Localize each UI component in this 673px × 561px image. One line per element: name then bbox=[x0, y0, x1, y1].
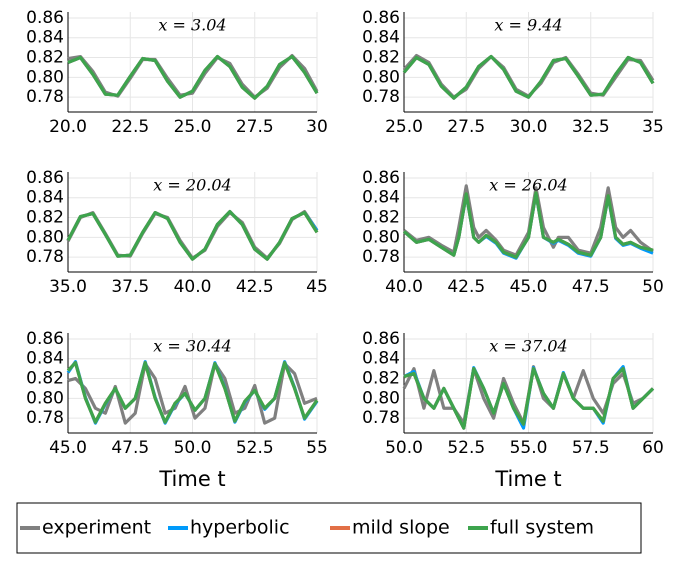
y-tick-label: 0.80 bbox=[26, 388, 64, 408]
series-line bbox=[66, 361, 319, 424]
y-tick-label: 0.84 bbox=[26, 28, 64, 48]
legend-label: experiment bbox=[42, 517, 151, 539]
y-tick-label: 0.80 bbox=[26, 67, 64, 87]
x-tick-label: 35 bbox=[642, 117, 664, 137]
x-tick-label: 35.0 bbox=[49, 277, 87, 297]
panel-title: x = 30.44 bbox=[153, 337, 231, 356]
y-tick-label: 0.80 bbox=[26, 227, 64, 247]
y-tick-label: 0.82 bbox=[362, 208, 400, 228]
x-tick-label: 57.5 bbox=[572, 438, 610, 458]
series-line bbox=[403, 367, 655, 430]
legend-box bbox=[16, 502, 642, 554]
x-tick-label: 55 bbox=[306, 438, 328, 458]
y-tick-label: 0.78 bbox=[26, 247, 64, 267]
y-tick-label: 0.86 bbox=[26, 8, 64, 28]
y-tick-label: 0.78 bbox=[362, 247, 400, 267]
x-tick-label: 32.5 bbox=[572, 117, 610, 137]
x-tick-label: 45 bbox=[306, 277, 328, 297]
x-tick-label: 55.0 bbox=[510, 438, 548, 458]
x-tick-label: 50.0 bbox=[174, 438, 212, 458]
x-tick-label: 45.0 bbox=[510, 277, 548, 297]
y-tick-label: 0.84 bbox=[26, 188, 64, 208]
x-tick-label: 42.5 bbox=[236, 277, 274, 297]
series-line bbox=[402, 54, 655, 100]
x-tick-label: 47.5 bbox=[111, 438, 149, 458]
x-tick-label: 25.0 bbox=[385, 117, 423, 137]
y-tick-label: 0.82 bbox=[26, 369, 64, 389]
y-tick-label: 0.86 bbox=[362, 329, 400, 349]
legend-label: mild slope bbox=[352, 517, 450, 539]
x-tick-label: 25.0 bbox=[174, 117, 212, 137]
y-tick-label: 0.86 bbox=[362, 168, 400, 188]
y-tick-label: 0.80 bbox=[362, 388, 400, 408]
y-tick-label: 0.84 bbox=[362, 28, 400, 48]
y-tick-label: 0.78 bbox=[26, 408, 64, 428]
y-tick-label: 0.86 bbox=[26, 329, 64, 349]
x-tick-label: 20.0 bbox=[49, 117, 87, 137]
y-tick-label: 0.80 bbox=[362, 227, 400, 247]
y-tick-label: 0.82 bbox=[26, 48, 64, 68]
x-tick-label: 52.5 bbox=[236, 438, 274, 458]
x-axis-label: Time t bbox=[494, 467, 561, 491]
x-tick-label: 50.0 bbox=[385, 438, 423, 458]
x-tick-label: 60 bbox=[642, 438, 664, 458]
x-tick-label: 52.5 bbox=[447, 438, 485, 458]
y-tick-label: 0.80 bbox=[362, 67, 400, 87]
y-tick-label: 0.86 bbox=[362, 8, 400, 28]
x-axis-label: Time t bbox=[158, 467, 225, 491]
y-tick-label: 0.82 bbox=[26, 208, 64, 228]
y-tick-label: 0.84 bbox=[362, 188, 400, 208]
x-tick-label: 37.5 bbox=[111, 277, 149, 297]
x-tick-label: 27.5 bbox=[236, 117, 274, 137]
x-tick-label: 40.0 bbox=[174, 277, 212, 297]
panel-title: x = 26.04 bbox=[489, 176, 567, 195]
x-tick-label: 30 bbox=[306, 117, 328, 137]
y-tick-label: 0.84 bbox=[26, 349, 64, 369]
x-tick-label: 40.0 bbox=[385, 277, 423, 297]
y-tick-label: 0.78 bbox=[26, 87, 64, 107]
legend-label: full system bbox=[490, 517, 594, 539]
series-line bbox=[66, 210, 319, 261]
x-tick-label: 50 bbox=[642, 277, 664, 297]
y-tick-label: 0.78 bbox=[362, 408, 400, 428]
x-tick-label: 30.0 bbox=[510, 117, 548, 137]
panel-title: x = 9.44 bbox=[494, 16, 562, 35]
series-line bbox=[402, 191, 654, 259]
x-tick-label: 22.5 bbox=[111, 117, 149, 137]
y-tick-label: 0.86 bbox=[26, 168, 64, 188]
panel-title: x = 20.04 bbox=[153, 176, 231, 195]
x-tick-label: 27.5 bbox=[447, 117, 485, 137]
panel-title: x = 3.04 bbox=[158, 16, 226, 35]
y-tick-label: 0.84 bbox=[362, 349, 400, 369]
y-tick-label: 0.78 bbox=[362, 87, 400, 107]
x-tick-label: 42.5 bbox=[447, 277, 485, 297]
y-tick-label: 0.82 bbox=[362, 369, 400, 389]
legend-label: hyperbolic bbox=[190, 517, 290, 539]
panel-title: x = 37.04 bbox=[489, 337, 567, 356]
x-tick-label: 45.0 bbox=[49, 438, 87, 458]
series-line bbox=[67, 54, 319, 100]
y-tick-label: 0.82 bbox=[362, 48, 400, 68]
x-tick-label: 47.5 bbox=[572, 277, 610, 297]
